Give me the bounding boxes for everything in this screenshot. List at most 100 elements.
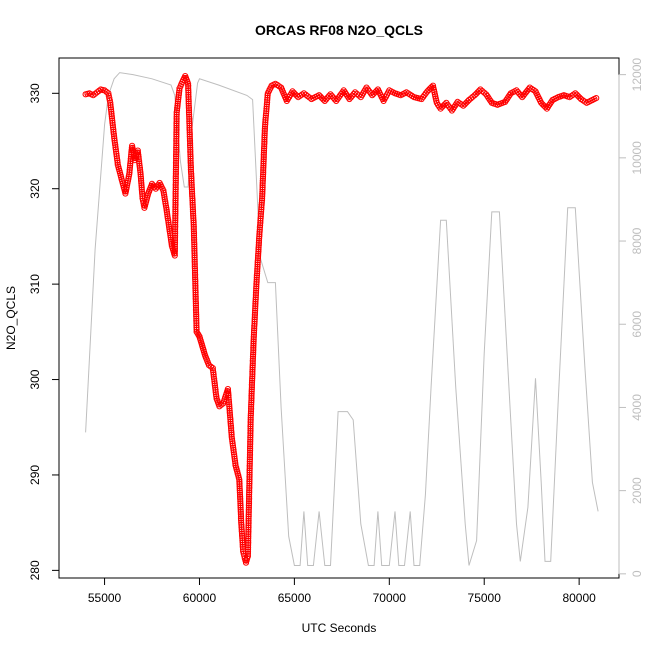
n2o-point: [172, 175, 179, 182]
n2o-point: [249, 353, 257, 360]
y2-tick-label: 6000: [630, 311, 644, 338]
n2o-point: [186, 135, 193, 142]
n2o-point: [245, 511, 252, 518]
n2o-point: [109, 122, 116, 129]
n2o-point: [246, 484, 253, 492]
n2o-point: [137, 175, 145, 182]
n2o-point: [108, 108, 115, 115]
n2o-point: [186, 131, 193, 138]
n2o-point: [191, 252, 198, 259]
n2o-point: [191, 234, 198, 241]
n2o-point: [173, 157, 180, 164]
n2o-point: [257, 215, 264, 222]
y2-tick-label: 4000: [630, 394, 644, 421]
n2o-point: [517, 92, 524, 99]
n2o-point: [185, 109, 193, 116]
n2o-point: [161, 196, 168, 203]
n2o-point: [258, 206, 265, 213]
n2o-point: [212, 384, 219, 391]
n2o-point: [173, 109, 180, 116]
n2o-point: [238, 521, 245, 529]
n2o-point: [257, 217, 264, 224]
n2o-point: [187, 162, 194, 169]
n2o-point: [191, 236, 198, 244]
n2o-point: [237, 498, 244, 505]
n2o-point: [172, 159, 180, 167]
n2o-point: [108, 113, 115, 120]
n2o-point: [190, 223, 197, 230]
n2o-point: [192, 306, 200, 314]
n2o-point: [263, 108, 270, 115]
n2o-point: [172, 221, 179, 228]
n2o-point: [247, 436, 254, 443]
n2o-point: [254, 259, 261, 266]
n2o-point: [253, 276, 260, 283]
n2o-point: [138, 186, 145, 193]
n2o-point: [191, 254, 198, 261]
n2o-point: [237, 508, 244, 515]
n2o-point: [113, 150, 120, 157]
n2o-point: [249, 355, 256, 362]
n2o-point: [246, 495, 253, 503]
n2o-point: [237, 502, 244, 509]
n2o-point: [255, 237, 263, 244]
n2o-point: [254, 261, 261, 268]
n2o-point: [248, 379, 256, 386]
y-axis-label: N2O_QCLS: [4, 286, 18, 350]
n2o-point: [109, 119, 116, 127]
n2o-point: [187, 144, 194, 151]
n2o-point: [260, 171, 267, 178]
n2o-point: [259, 190, 266, 197]
n2o-point: [231, 457, 239, 465]
n2o-point: [186, 137, 194, 145]
n2o-point: [227, 422, 234, 429]
n2o-point: [106, 97, 113, 104]
n2o-point: [187, 146, 194, 153]
n2o-point: [164, 211, 171, 218]
n2o-point: [236, 478, 243, 485]
n2o-point: [187, 155, 194, 162]
n2o-point: [193, 315, 200, 322]
n2o-point: [245, 498, 253, 505]
n2o-point: [189, 193, 196, 200]
n2o-point: [467, 95, 474, 102]
n2o-point: [245, 506, 252, 513]
n2o-point: [260, 149, 267, 156]
n2o-point: [261, 125, 268, 132]
n2o-point: [186, 111, 193, 118]
n2o-point: [255, 252, 262, 259]
n2o-point: [138, 180, 145, 187]
n2o-point: [187, 142, 194, 149]
n2o-point: [247, 416, 254, 423]
n2o-point: [171, 248, 178, 255]
n2o-point: [173, 135, 180, 142]
n2o-point: [250, 351, 257, 358]
n2o-point: [192, 276, 199, 283]
n2o-point: [185, 93, 192, 101]
n2o-point: [187, 153, 194, 160]
n2o-point: [260, 167, 267, 174]
n2o-point: [226, 403, 233, 410]
n2o-point: [190, 217, 197, 224]
n2o-point: [237, 513, 245, 520]
n2o-point: [249, 357, 256, 365]
n2o-point: [173, 129, 180, 136]
n2o-point: [171, 250, 178, 257]
n2o-point: [185, 82, 192, 90]
n2o-point: [114, 157, 121, 164]
n2o-point: [263, 101, 270, 108]
n2o-point: [237, 515, 245, 522]
n2o-point: [190, 230, 198, 237]
n2o-point: [236, 489, 243, 496]
n2o-point: [238, 519, 245, 526]
n2o-point: [187, 140, 194, 147]
n2o-point: [246, 480, 253, 487]
n2o-point: [247, 412, 254, 419]
n2o-point: [187, 159, 194, 167]
n2o-point: [245, 508, 252, 516]
n2o-point: [172, 168, 179, 175]
n2o-point: [193, 313, 200, 320]
n2o-point: [238, 524, 245, 531]
x-tick-label: 70000: [373, 591, 407, 605]
n2o-point: [189, 204, 196, 211]
